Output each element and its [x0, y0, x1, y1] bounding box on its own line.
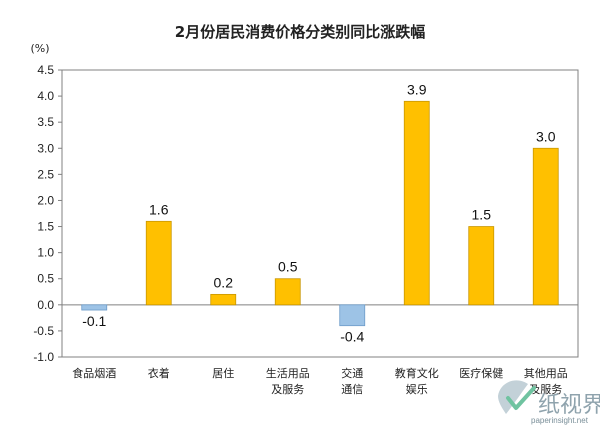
bar [274, 278, 301, 306]
chart-title: 2月份居民消费价格分类别同比涨跌幅 [175, 23, 425, 41]
category-label: 教育文化 [395, 366, 439, 380]
category-label: 交通 [341, 366, 363, 380]
category-label: 其他用品 [524, 367, 568, 380]
category-label: 生活用品 [266, 366, 310, 380]
plot-border [61, 69, 579, 358]
y-tick-label: 4.5 [37, 63, 54, 77]
y-tick-label: 4.0 [37, 89, 54, 103]
paperinsight-logo-icon [498, 380, 536, 414]
bar [145, 220, 172, 306]
bar [403, 100, 430, 306]
category-label: 娱乐 [406, 382, 428, 396]
y-tick-label: 2.5 [37, 167, 54, 181]
bar-value-label: -0.4 [340, 329, 364, 345]
category-label: 及服务 [529, 383, 562, 396]
y-tick-label: 0.5 [37, 272, 54, 286]
y-tick-label: -0.5 [33, 324, 54, 338]
y-axis: 4.5 4.0 3.5 3.0 2.5 2.0 1.5 1.0 0.5 0.0 -0.5 -1.0 [33, 63, 62, 364]
plot-area [61, 69, 579, 358]
bar [339, 304, 366, 327]
bar-value-label: -0.1 [82, 313, 106, 329]
bar-value-label: 1.6 [149, 201, 169, 217]
y-tick-label: 2.0 [37, 193, 54, 207]
y-tick-label: -1.0 [33, 350, 54, 364]
bar [532, 147, 559, 306]
category-label: 医疗保健 [459, 366, 503, 380]
y-tick-label: 1.5 [37, 220, 54, 234]
y-tick-label: 0.0 [37, 298, 54, 312]
bar-value-label: 1.5 [472, 207, 492, 223]
y-axis-unit: (%) [30, 42, 49, 55]
y-tick-label: 3.0 [37, 141, 54, 155]
bar [81, 304, 108, 311]
bar-value-label: 3.9 [407, 81, 427, 97]
category-label: 居住 [212, 366, 234, 380]
category-label: 衣着 [148, 366, 170, 380]
watermark-text: 纸视界 [538, 393, 600, 418]
data-labels: -0.1 1.6 0.2 0.5 -0.4 3.9 1.5 3.0 [82, 81, 556, 344]
watermark: 纸视界 paperinsight.net [498, 380, 600, 425]
bar-value-label: 0.2 [214, 274, 234, 290]
y-tick-label: 1.0 [37, 246, 54, 260]
bars [81, 100, 559, 327]
category-label: 食品烟酒 [72, 366, 116, 380]
watermark-url: paperinsight.net [531, 416, 589, 425]
bar-value-label: 0.5 [278, 259, 298, 275]
bar [468, 226, 495, 306]
bar [210, 293, 237, 306]
category-label: 通信 [341, 383, 363, 396]
category-label: 及服务 [271, 383, 304, 396]
bar-value-label: 3.0 [536, 128, 556, 144]
y-tick-label: 3.5 [37, 115, 54, 129]
